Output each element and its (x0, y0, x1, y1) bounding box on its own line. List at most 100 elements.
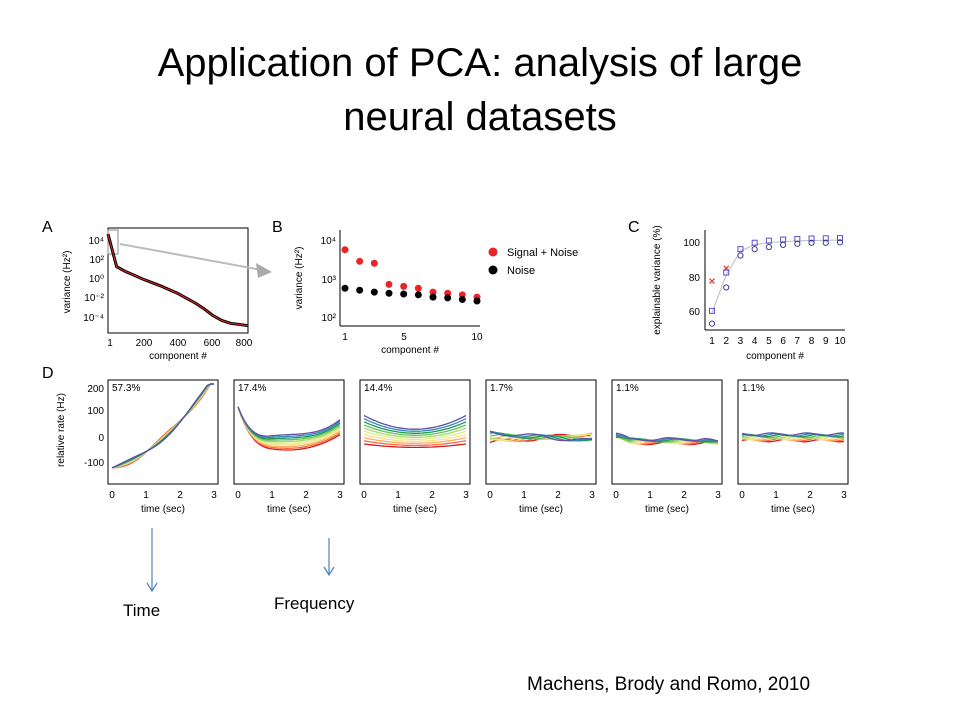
c-point-square (837, 235, 843, 242)
d-curve (741, 432, 844, 437)
panel-d-letter: D (42, 365, 54, 382)
b-ylabel: variance (Hz²) (294, 247, 305, 310)
d-xtick: 1 (143, 490, 149, 501)
title-line-2: neural datasets (343, 95, 617, 139)
d-panel-frame (107, 379, 219, 485)
d-xtick: 1 (647, 490, 653, 501)
legend-noise: Noise (507, 265, 535, 277)
d-panels: 57.3% 0 1 2 3 time (sec) 17.4% 0 1 2 3 time (sec) 14… (107, 379, 849, 515)
panel-b-letter: B (272, 219, 283, 236)
b-point (341, 246, 349, 254)
a-ytick: 10⁻⁴ (83, 313, 104, 324)
b-point (414, 291, 422, 299)
c-point-circle (780, 241, 787, 248)
d-curve (741, 432, 845, 437)
b-point (356, 286, 364, 294)
d-curve (237, 406, 341, 439)
d-xtick: 1 (395, 490, 401, 501)
d-xlabel: time (sec) (141, 504, 185, 515)
d-curve (741, 437, 845, 442)
c-point-square (765, 237, 772, 244)
c-point-x (709, 278, 715, 284)
d-xtick: 2 (807, 490, 813, 501)
d-xtick: 0 (109, 490, 115, 501)
c-point-square (737, 246, 744, 253)
d-curve (363, 430, 467, 440)
d-xtick: 0 (613, 490, 619, 501)
b-point (370, 288, 378, 296)
d-curve (615, 432, 719, 442)
d-xtick: 3 (211, 490, 217, 501)
d-xtick: 1 (773, 490, 779, 501)
d-xtick: 0 (361, 490, 367, 501)
d-panel-variance-label: 1.1% (616, 383, 639, 394)
d-ytick: 0 (98, 433, 104, 444)
d-curve (363, 418, 467, 432)
b-point (385, 289, 393, 297)
d-curve (489, 430, 593, 442)
d-xlabel: time (sec) (771, 504, 815, 515)
frequency-arrow (323, 538, 335, 577)
c-point-circle (708, 320, 716, 327)
d-curve (741, 436, 845, 441)
d-ytick: -100 (84, 458, 104, 469)
d-xtick: 0 (235, 490, 241, 501)
title-line-1: Application of PCA: analysis of large (157, 41, 803, 85)
d-curve (237, 406, 341, 451)
b-point (356, 257, 364, 265)
d-ytick: 200 (87, 384, 104, 395)
panel-c: C 100 80 60 1 2 3 4 5 6 7 8 9 10 component # expl… (628, 219, 846, 362)
c-xtick: 7 (795, 336, 801, 347)
c-xlabel: component # (746, 351, 804, 362)
d-ytick: 100 (87, 406, 104, 417)
c-xtick: 3 (738, 336, 744, 347)
c-point-square (808, 235, 815, 242)
d-curve (363, 443, 467, 449)
b-xtick: 1 (342, 332, 348, 343)
c-point-circle (808, 239, 815, 246)
panel-a-frame (107, 227, 249, 334)
c-trend-line (711, 239, 841, 314)
time-label: Time (123, 601, 161, 620)
c-xtick: 1 (709, 336, 715, 347)
citation: Machens, Brody and Romo, 2010 (527, 674, 811, 695)
frequency-label: Frequency (274, 594, 355, 613)
d-xlabel: time (sec) (645, 504, 689, 515)
a-ytick: 10² (90, 255, 105, 266)
d-xtick: 2 (429, 490, 435, 501)
c-ylabel: explainable variance (%) (652, 225, 663, 335)
b-point (444, 294, 452, 302)
d-xtick: 0 (739, 490, 745, 501)
d-xtick: 3 (337, 490, 343, 501)
panel-c-letter: C (628, 219, 640, 236)
pca-figure: A 10⁴ 10² 10⁰ 10⁻² 10⁻⁴ 1 200 400 600 80… (42, 219, 849, 515)
d-curve (363, 427, 467, 438)
a-xtick: 800 (236, 338, 253, 349)
c-xticks: 1 2 3 4 5 6 7 8 9 10 (709, 336, 846, 347)
d-xtick: 2 (303, 490, 309, 501)
c-point-circle (836, 239, 844, 246)
d-curve (237, 406, 341, 441)
b-point (370, 259, 378, 267)
c-xtick: 2 (723, 336, 729, 347)
d-xtick: 1 (521, 490, 527, 501)
d-xtick: 0 (487, 490, 493, 501)
d-xtick: 2 (555, 490, 561, 501)
d-curve (237, 406, 341, 444)
a-variance-curve (106, 233, 249, 328)
d-curve (363, 424, 467, 436)
d-panel-variance-label: 14.4% (364, 383, 392, 394)
d-xtick: 1 (269, 490, 275, 501)
d-xlabel: time (sec) (519, 504, 563, 515)
panel-a-letter: A (42, 219, 53, 236)
legend-signal-noise: Signal + Noise (507, 247, 578, 259)
c-ytick: 60 (689, 307, 701, 318)
legend-signal-noise-dot (488, 247, 498, 257)
b-ytick: 10³ (322, 275, 337, 286)
a-xtick: 200 (136, 338, 153, 349)
d-ylabel: relative rate (Hz) (56, 393, 67, 467)
d-curve (363, 414, 467, 430)
a-xlabel: component # (149, 351, 207, 362)
panel-a: A 10⁴ 10² 10⁰ 10⁻² 10⁻⁴ 1 200 400 600 80… (42, 219, 253, 362)
d-curve (363, 440, 467, 447)
